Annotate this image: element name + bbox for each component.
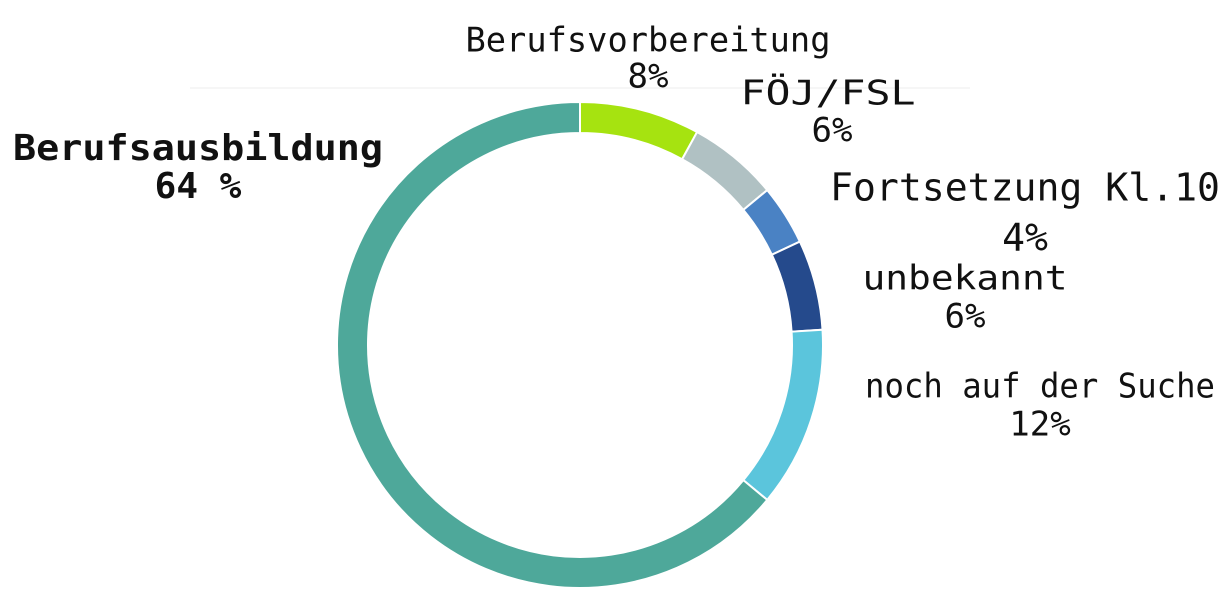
- slice-value-label: 64 %: [155, 166, 242, 207]
- slice-value-label: 6%: [945, 297, 986, 337]
- slice-label: Berufsvorbereitung: [466, 21, 831, 61]
- slice-value-label: 4%: [1002, 216, 1048, 260]
- slice-label: unbekannt: [863, 259, 1068, 299]
- slice-value-label: 8%: [628, 57, 669, 97]
- donut-slice: [770, 240, 824, 333]
- slice-label: FÖJ/FSL: [741, 73, 916, 114]
- slice-label: Berufsausbildung: [13, 128, 383, 169]
- slice-label: noch auf der Suche: [865, 367, 1215, 407]
- donut-slice: [336, 100, 769, 589]
- slice-value-label: 6%: [812, 111, 853, 151]
- slice-value-label: 12%: [1009, 405, 1070, 445]
- donut-slice: [579, 100, 699, 161]
- slice-label: Fortsetzung Kl.10: [830, 166, 1220, 210]
- donut-slice: [741, 328, 824, 502]
- donut-slice: [680, 130, 769, 212]
